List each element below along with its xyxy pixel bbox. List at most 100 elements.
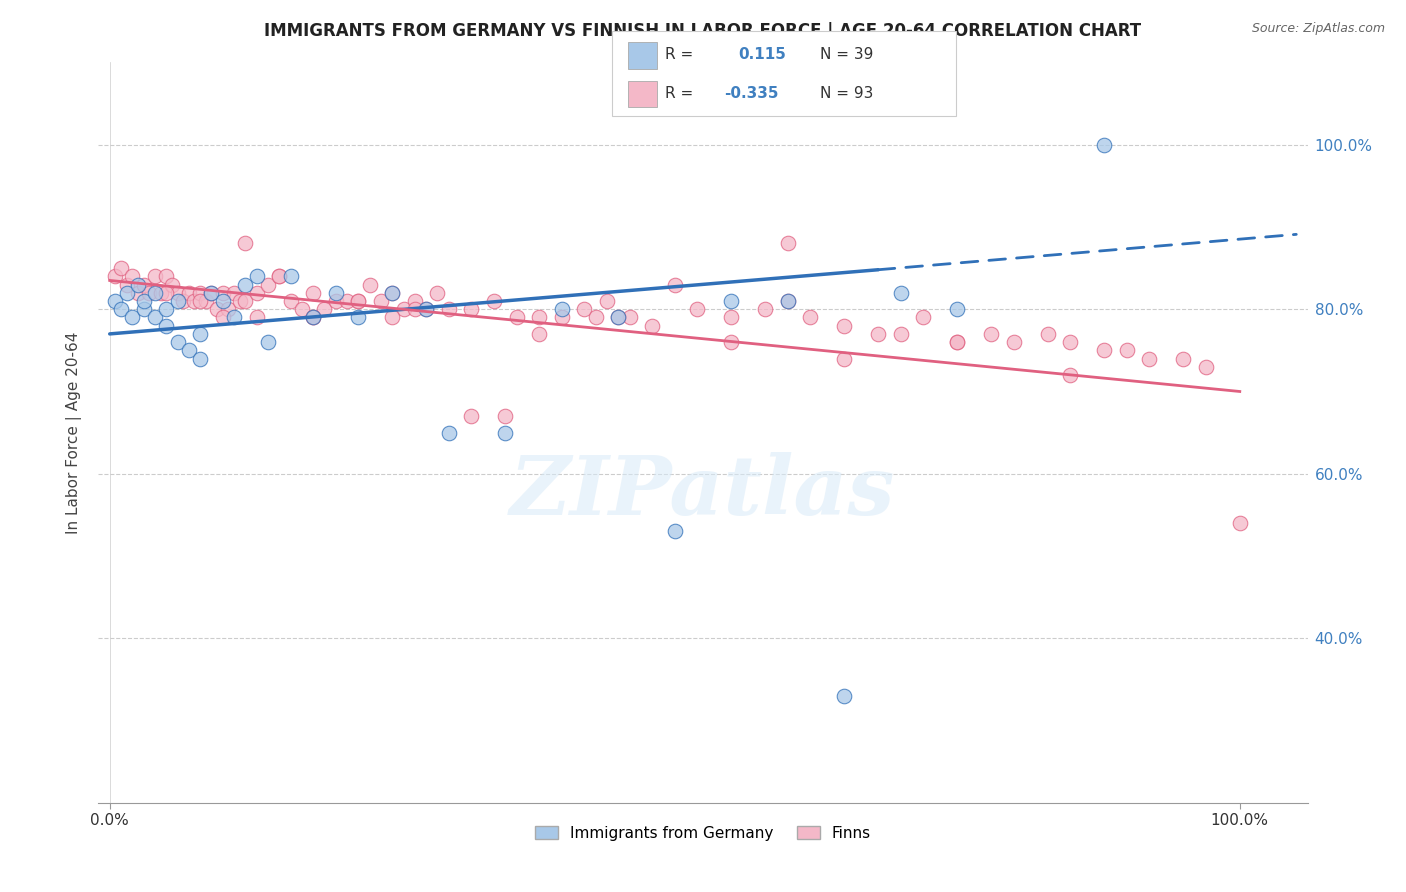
- Point: [194, 293, 217, 308]
- Point: [1092, 343, 1115, 358]
- Point: [269, 269, 291, 284]
- Point: [1137, 351, 1160, 366]
- Point: [460, 409, 482, 424]
- Point: [211, 285, 233, 300]
- Point: [132, 277, 155, 292]
- Point: [188, 326, 211, 341]
- Point: [619, 310, 641, 325]
- Point: [257, 277, 280, 292]
- Point: [143, 310, 166, 325]
- Point: [1173, 351, 1195, 366]
- Point: [415, 302, 437, 317]
- Point: [776, 293, 799, 308]
- Point: [177, 343, 200, 358]
- Text: N = 39: N = 39: [820, 47, 873, 62]
- Point: [776, 236, 799, 251]
- Point: [325, 293, 347, 308]
- Legend: Immigrants from Germany, Finns: Immigrants from Germany, Finns: [529, 820, 877, 847]
- Point: [832, 318, 855, 333]
- Point: [754, 302, 776, 317]
- Point: [217, 302, 239, 317]
- Point: [720, 335, 742, 350]
- Point: [437, 302, 460, 317]
- Point: [347, 293, 370, 308]
- Point: [686, 302, 709, 317]
- Point: [1002, 335, 1025, 350]
- Point: [720, 310, 742, 325]
- Point: [585, 310, 607, 325]
- Text: R =: R =: [665, 47, 693, 62]
- Point: [302, 310, 325, 325]
- Point: [143, 269, 166, 284]
- Text: IMMIGRANTS FROM GERMANY VS FINNISH IN LABOR FORCE | AGE 20-64 CORRELATION CHART: IMMIGRANTS FROM GERMANY VS FINNISH IN LA…: [264, 22, 1142, 40]
- Point: [177, 285, 200, 300]
- Point: [228, 293, 250, 308]
- Point: [222, 310, 245, 325]
- Point: [110, 302, 132, 317]
- Point: [381, 310, 404, 325]
- Point: [607, 310, 630, 325]
- Point: [246, 310, 269, 325]
- Point: [121, 310, 143, 325]
- Point: [641, 318, 664, 333]
- Point: [166, 285, 188, 300]
- Point: [336, 293, 359, 308]
- Point: [115, 285, 138, 300]
- Point: [1092, 137, 1115, 152]
- Point: [1059, 335, 1081, 350]
- Point: [155, 318, 177, 333]
- Point: [121, 269, 143, 284]
- Point: [155, 269, 177, 284]
- Point: [233, 293, 256, 308]
- Point: [426, 285, 449, 300]
- Point: [149, 285, 172, 300]
- Point: [200, 285, 222, 300]
- Point: [127, 277, 149, 292]
- Point: [574, 302, 596, 317]
- Point: [720, 293, 742, 308]
- Text: R =: R =: [665, 87, 693, 102]
- Point: [132, 293, 155, 308]
- Point: [233, 277, 256, 292]
- Point: [160, 277, 183, 292]
- Point: [494, 409, 516, 424]
- Point: [370, 293, 392, 308]
- Point: [551, 302, 574, 317]
- Point: [166, 335, 188, 350]
- Point: [347, 293, 370, 308]
- Point: [415, 302, 437, 317]
- Text: Source: ZipAtlas.com: Source: ZipAtlas.com: [1251, 22, 1385, 36]
- Point: [302, 310, 325, 325]
- Point: [132, 302, 155, 317]
- Point: [832, 689, 855, 703]
- Point: [460, 302, 482, 317]
- Point: [172, 293, 194, 308]
- Point: [482, 293, 505, 308]
- Point: [664, 524, 686, 539]
- Point: [890, 326, 912, 341]
- Point: [127, 285, 149, 300]
- Point: [1195, 359, 1218, 374]
- Point: [946, 302, 969, 317]
- Point: [505, 310, 527, 325]
- Point: [946, 335, 969, 350]
- Point: [200, 285, 222, 300]
- Point: [302, 310, 325, 325]
- Point: [437, 425, 460, 440]
- Text: N = 93: N = 93: [820, 87, 873, 102]
- Point: [799, 310, 821, 325]
- Point: [381, 285, 404, 300]
- Point: [211, 293, 233, 308]
- Point: [188, 351, 211, 366]
- Point: [776, 293, 799, 308]
- Point: [280, 269, 302, 284]
- Point: [607, 310, 630, 325]
- Point: [143, 285, 166, 300]
- Point: [269, 269, 291, 284]
- Point: [359, 277, 381, 292]
- Point: [188, 285, 211, 300]
- Point: [205, 302, 228, 317]
- Point: [1059, 368, 1081, 382]
- Point: [166, 293, 188, 308]
- Point: [946, 335, 969, 350]
